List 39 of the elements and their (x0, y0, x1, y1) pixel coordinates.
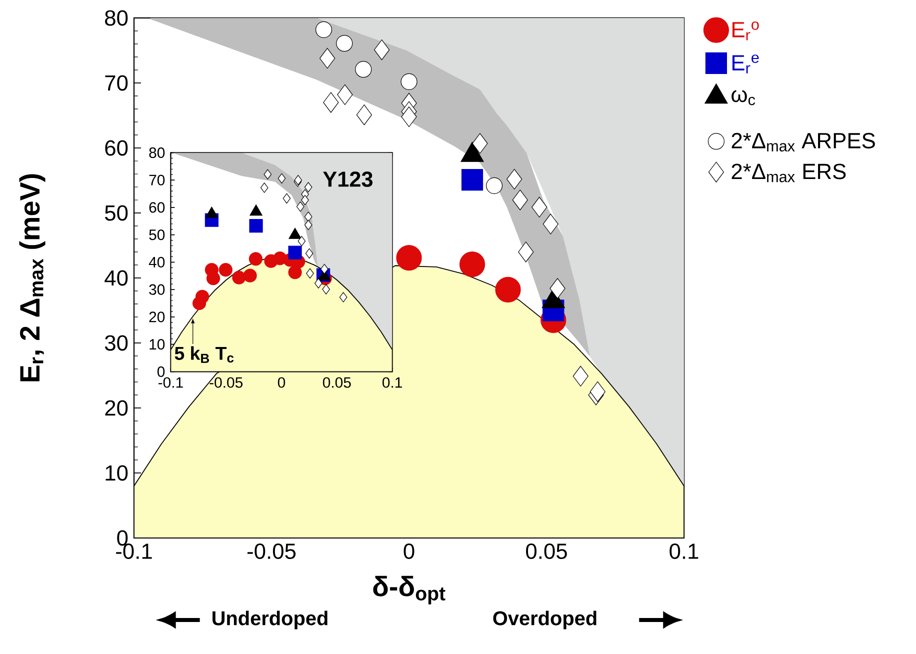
y-tick-label: 70 (149, 174, 165, 186)
legend-label: E$_{r}$o (732, 21, 759, 40)
x-tick-label: 0.05 (526, 543, 567, 560)
y-tick-label: 30 (149, 284, 165, 295)
x-tick-label: 0.05 (322, 377, 351, 388)
y-tick-label: 10 (150, 339, 165, 350)
legend-label: 2*Δ$_{max}$ ARPES (732, 132, 875, 152)
y-axis-title: E$_{r}$, 2 Δ$_{max}$ (meV) (19, 174, 46, 382)
legend-label: 2*Δ$_{max}$ ERS (732, 164, 846, 182)
y-tick-label: 50 (104, 205, 128, 221)
annotation: 5 k$_{B}$ T$_{c}$ (174, 346, 234, 363)
y-tick-label: 20 (149, 312, 165, 322)
x-tick-label: 0.1 (382, 377, 402, 388)
y-tick-label: 60 (149, 202, 165, 213)
x-tick-label: -0.1 (116, 543, 152, 560)
x-tick-label: 0.1 (670, 543, 698, 560)
text: Underdoped (212, 610, 328, 630)
x-axis-title: δ-δ$_{opt}$ (373, 576, 446, 604)
x-tick-label: 0 (404, 543, 414, 560)
x-tick-label: -0.05 (210, 377, 243, 388)
legend-label: E$_{r}$e (732, 54, 759, 74)
y-tick-label: 30 (104, 335, 128, 351)
y-tick-label: 20 (105, 400, 128, 416)
y-tick-label: 60 (105, 140, 128, 156)
annotation: Y123 (323, 172, 372, 187)
y-tick-label: 80 (149, 147, 165, 158)
text: Overdoped (493, 610, 596, 630)
x-tick-label: -0.1 (158, 377, 183, 388)
y-tick-label: 70 (105, 75, 128, 91)
legend-label: ω$_{c}$ (732, 90, 756, 106)
y-tick-label: 80 (105, 10, 128, 26)
y-tick-label: 0 (157, 366, 165, 377)
y-tick-label: 40 (104, 270, 128, 286)
x-tick-label: -0.05 (248, 543, 296, 560)
y-tick-label: 40 (148, 256, 165, 268)
y-tick-label: 50 (149, 230, 165, 240)
y-tick-label: 0 (117, 530, 128, 546)
x-tick-label: 0 (278, 377, 286, 388)
y-tick-label: 10 (106, 465, 128, 481)
